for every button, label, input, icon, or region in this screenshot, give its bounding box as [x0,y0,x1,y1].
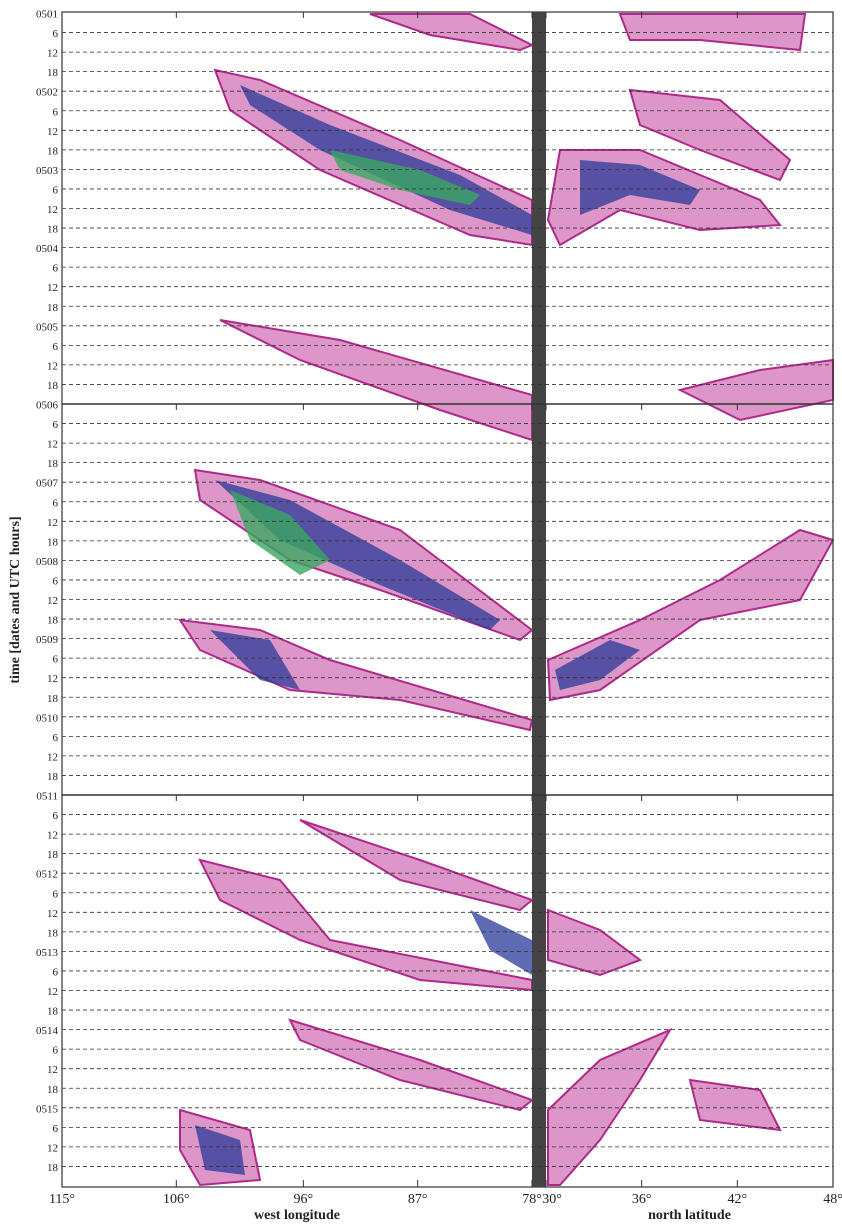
echo-band [677,358,834,422]
y-tick-label: 12 [47,751,58,763]
y-tick-label: 0504 [36,243,59,255]
y-tick-label: 0515 [36,1103,59,1115]
y-tick-label: 6 [53,106,59,118]
y-tick-label: 18 [47,927,59,939]
y-tick-label: 18 [47,380,59,392]
y-tick-label: 0510 [36,712,59,724]
x-tick-label: 36° [632,1192,652,1207]
y-tick-label: 12 [47,595,58,607]
y-tick-label: 12 [47,673,58,685]
y-tick-label: 0508 [36,556,59,568]
echo-band [369,13,535,52]
y-tick-label: 18 [47,615,59,627]
y-tick-label: 6 [53,419,59,431]
y-tick-label: 0512 [36,869,58,881]
y-tick-label: 18 [47,458,59,470]
x-axis-label: west longitude [254,1208,340,1223]
y-tick-label: 18 [47,693,59,705]
y-tick-label: 12 [47,204,58,216]
y-tick-label: 12 [47,986,58,998]
echo-band [618,13,807,52]
x-tick-label: 106° [163,1192,190,1207]
echo-band [219,319,533,442]
echo-band [688,1078,782,1132]
y-tick-label: 0514 [36,1025,59,1037]
x-tick-label: 30° [542,1192,562,1207]
y-tick-label: 18 [47,302,59,314]
y-tick-label: 12 [47,1064,58,1076]
y-tick-label: 0511 [36,791,58,803]
y-tick-label: 0513 [36,947,59,959]
y-tick-label: 12 [47,126,58,138]
y-tick-label: 12 [47,282,58,294]
echo-core [240,85,532,235]
y-tick-label: 6 [53,732,59,744]
echo-layer [177,13,835,1187]
y-tick-label: 12 [47,1142,58,1154]
echo-band [288,1018,534,1112]
y-tick-label: 18 [47,1162,59,1174]
x-tick-label: 42° [728,1192,748,1207]
x-tick-label: 96° [294,1192,314,1207]
y-tick-label: 6 [53,810,59,822]
y-tick-label: 6 [53,1045,59,1057]
y-tick-label: 18 [47,145,59,157]
y-tick-label: 12 [47,908,58,920]
y-tick-label: 12 [47,830,58,842]
y-tick-label: 0503 [36,165,59,177]
y-tick-label: 0505 [36,321,59,333]
y-tick-label: 18 [47,224,59,236]
y-tick-label: 6 [53,888,59,900]
y-tick-label: 0507 [36,478,59,490]
y-tick-label: 0509 [36,634,59,646]
y-tick-label: 18 [47,771,59,783]
y-tick-label: 6 [53,184,59,196]
y-tick-label: 6 [53,966,59,978]
y-tick-label: 18 [47,1084,59,1096]
x-tick-label: 48° [823,1192,842,1207]
echo-band [299,819,534,912]
y-tick-label: 12 [47,517,58,529]
y-tick-label: 18 [47,1006,59,1018]
y-tick-label: 6 [53,497,59,509]
y-tick-label: 6 [53,263,59,275]
x-tick-label: 78° [522,1192,542,1207]
y-tick-label: 6 [53,1123,59,1135]
y-tick-label: 6 [53,575,59,587]
y-tick-label: 18 [47,849,59,861]
echo-band [547,908,643,977]
echo-core [195,1125,245,1175]
y-tick-label: 18 [47,536,59,548]
y-tick-label: 6 [53,341,59,353]
echo-core [580,160,700,215]
echo-core [230,490,330,575]
y-tick-label: 0501 [36,9,58,21]
y-axis-label: time [dates and UTC hours] [8,516,23,683]
y-tick-label: 18 [47,67,59,79]
echo-core [470,910,532,975]
y-tick-label: 12 [47,48,58,60]
y-tick-label: 12 [47,360,58,372]
y-tick-label: 12 [47,439,58,451]
y-tick-label: 6 [53,654,59,666]
x-tick-label: 87° [408,1192,428,1207]
x-tick-label: 115° [49,1192,75,1207]
echo-band [628,88,792,182]
echo-core [210,630,300,690]
echo-core [330,150,480,205]
y-tick-label: 0502 [36,87,58,99]
y-tick-label: 6 [53,28,59,40]
x-axis-label: north latitude [648,1208,731,1223]
y-tick-label: 0506 [36,400,59,412]
